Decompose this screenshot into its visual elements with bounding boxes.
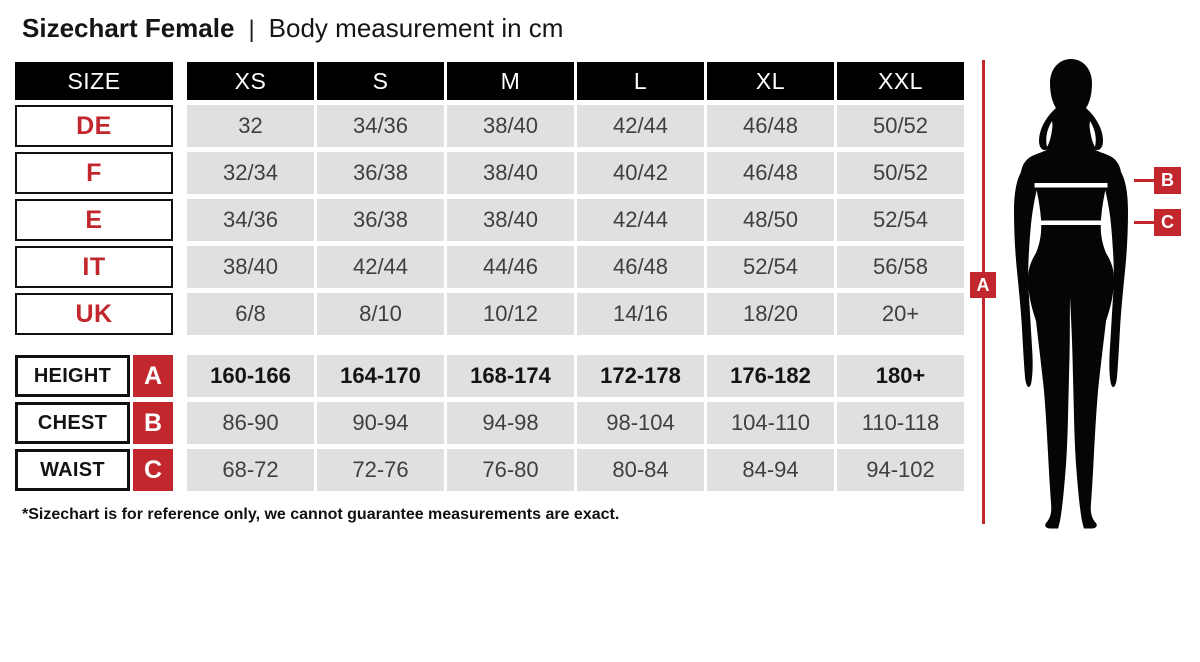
column-header-m: M bbox=[447, 62, 574, 100]
chest-measure-line bbox=[1035, 183, 1108, 188]
measurement-value-cell: 68-72 bbox=[187, 449, 314, 491]
measurement-value-cell: 86-90 bbox=[187, 402, 314, 444]
size-value-cell: 42/44 bbox=[577, 199, 704, 241]
waist-marker-tick bbox=[1134, 221, 1154, 224]
size-value-cell: 6/8 bbox=[187, 293, 314, 335]
measurement-value-cell: 84-94 bbox=[707, 449, 834, 491]
title-separator: | bbox=[248, 16, 254, 43]
measurement-value-cell: 76-80 bbox=[447, 449, 574, 491]
measurement-value-cell: 104-110 bbox=[707, 402, 834, 444]
size-value-cell: 56/58 bbox=[837, 246, 964, 288]
size-value-cell: 50/52 bbox=[837, 105, 964, 147]
size-value-cell: 38/40 bbox=[447, 152, 574, 194]
measurement-value-cell: 72-76 bbox=[317, 449, 444, 491]
measurement-value-cell: 98-104 bbox=[577, 402, 704, 444]
measurement-marker-box: B bbox=[133, 402, 173, 444]
size-table-top: SIZEXSSMLXLXXLDE3234/3638/4042/4446/4850… bbox=[15, 62, 964, 335]
size-value-cell: 34/36 bbox=[187, 199, 314, 241]
size-value-cell: 38/40 bbox=[187, 246, 314, 288]
size-value-cell: 36/38 bbox=[317, 199, 444, 241]
size-value-cell: 8/10 bbox=[317, 293, 444, 335]
measurement-value-cell: 110-118 bbox=[837, 402, 964, 444]
measurement-value-cell: 160-166 bbox=[187, 355, 314, 397]
measurement-value-cell: 94-98 bbox=[447, 402, 574, 444]
chest-marker-tag: B bbox=[1154, 167, 1181, 194]
waist-marker-tag: C bbox=[1154, 209, 1181, 236]
size-value-cell: 14/16 bbox=[577, 293, 704, 335]
page-title: Sizechart Female | Body measurement in cm bbox=[22, 13, 563, 44]
size-value-cell: 52/54 bbox=[707, 246, 834, 288]
title-main: Sizechart Female bbox=[22, 13, 234, 43]
footnote-text: *Sizechart is for reference only, we can… bbox=[22, 506, 619, 524]
region-label-de: DE bbox=[15, 105, 173, 147]
size-value-cell: 20+ bbox=[837, 293, 964, 335]
column-header-l: L bbox=[577, 62, 704, 100]
size-value-cell: 46/48 bbox=[707, 152, 834, 194]
column-header-xl: XL bbox=[707, 62, 834, 100]
region-label-e: E bbox=[15, 199, 173, 241]
measurement-label-group: WAISTC bbox=[15, 449, 184, 491]
size-value-cell: 18/20 bbox=[707, 293, 834, 335]
size-value-cell: 36/38 bbox=[317, 152, 444, 194]
size-value-cell: 32 bbox=[187, 105, 314, 147]
size-value-cell: 34/36 bbox=[317, 105, 444, 147]
measurement-marker-box: A bbox=[133, 355, 173, 397]
column-header-s: S bbox=[317, 62, 444, 100]
size-value-cell: 42/44 bbox=[317, 246, 444, 288]
size-value-cell: 38/40 bbox=[447, 105, 574, 147]
size-value-cell: 50/52 bbox=[837, 152, 964, 194]
measurement-value-cell: 90-94 bbox=[317, 402, 444, 444]
region-label-it: IT bbox=[15, 246, 173, 288]
female-silhouette-figure bbox=[1000, 55, 1150, 533]
size-value-cell: 38/40 bbox=[447, 199, 574, 241]
measurement-label-height: HEIGHT bbox=[15, 355, 130, 397]
size-value-cell: 46/48 bbox=[707, 105, 834, 147]
waist-measure-line bbox=[1040, 221, 1103, 226]
measurement-marker-box: C bbox=[133, 449, 173, 491]
size-value-cell: 48/50 bbox=[707, 199, 834, 241]
size-value-cell: 46/48 bbox=[577, 246, 704, 288]
region-label-f: F bbox=[15, 152, 173, 194]
measurement-label-group: CHESTB bbox=[15, 402, 184, 444]
column-header-xxl: XXL bbox=[837, 62, 964, 100]
size-value-cell: 44/46 bbox=[447, 246, 574, 288]
size-value-cell: 40/42 bbox=[577, 152, 704, 194]
measurement-label-waist: WAIST bbox=[15, 449, 130, 491]
size-value-cell: 32/34 bbox=[187, 152, 314, 194]
measurement-value-cell: 164-170 bbox=[317, 355, 444, 397]
measurement-label-chest: CHEST bbox=[15, 402, 130, 444]
height-marker-tag: A bbox=[970, 272, 996, 298]
measurement-value-cell: 94-102 bbox=[837, 449, 964, 491]
size-value-cell: 10/12 bbox=[447, 293, 574, 335]
column-header-xs: XS bbox=[187, 62, 314, 100]
measurement-value-cell: 168-174 bbox=[447, 355, 574, 397]
measurement-label-group: HEIGHTA bbox=[15, 355, 184, 397]
measurement-value-cell: 176-182 bbox=[707, 355, 834, 397]
size-column-header: SIZE bbox=[15, 62, 173, 100]
measurement-value-cell: 172-178 bbox=[577, 355, 704, 397]
size-table-bottom: HEIGHTA160-166164-170168-174172-178176-1… bbox=[15, 355, 964, 491]
title-subtitle: Body measurement in cm bbox=[269, 13, 564, 43]
size-value-cell: 42/44 bbox=[577, 105, 704, 147]
sizechart-page: Sizechart Female|Body measurement in cm … bbox=[0, 0, 1200, 662]
region-label-uk: UK bbox=[15, 293, 173, 335]
size-value-cell: 52/54 bbox=[837, 199, 964, 241]
measurement-value-cell: 180+ bbox=[837, 355, 964, 397]
measurement-value-cell: 80-84 bbox=[577, 449, 704, 491]
chest-marker-tick bbox=[1134, 179, 1154, 182]
